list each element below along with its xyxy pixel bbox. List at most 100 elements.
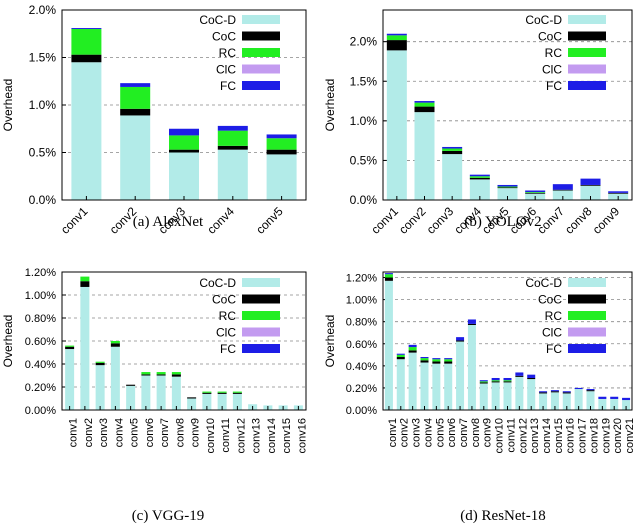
bar-fc-conv19 [598,396,607,399]
bar-coc-conv11 [503,381,512,383]
bar-fc-conv6 [525,190,546,193]
legend-label: FC [220,79,236,93]
legend-swatch-clc [242,64,280,74]
legend-swatch-coc-d [242,278,280,287]
legend: CoC-D CoC RC ClC FC [199,276,280,356]
bar-coc-d-conv16 [562,393,571,410]
chart-4: 0.00% 0.20% 0.40% 0.60% 0.80% 1.00% 1.20% Overh… [323,271,636,524]
bar-fc-conv18 [586,389,595,391]
x-tick-label: conv19 [600,418,612,453]
bar-coc-d-conv1 [71,62,102,200]
bar-coc-conv4 [420,360,429,363]
legend-swatch-clc [242,327,280,337]
bar-coc-d-conv4 [110,346,120,410]
plot-frame [61,9,307,201]
bar-fc-conv16 [562,391,571,393]
x-tick-label: conv9 [590,204,623,237]
x-tick-label: conv1 [368,204,401,237]
bar-coc-d-conv11 [217,393,227,410]
x-tick-label: conv20 [612,418,624,453]
y-tick-label: 1.00% [25,290,56,302]
legend-swatch-fc [568,81,606,90]
legend-swatch-coc [568,31,606,41]
x-tick-label: conv8 [470,418,482,447]
bar-coc-conv12 [232,392,242,394]
bar-coc-d-conv18 [586,391,595,410]
plot-frame [382,271,633,411]
bar-rc-conv4 [217,130,248,146]
bar-rc-conv10 [491,380,500,382]
bar-coc-conv3 [169,149,199,153]
bar-coc-conv9 [608,192,629,194]
x-tick-label: conv17 [577,418,589,453]
bar-coc-d-conv6 [141,375,151,410]
bar-coc-conv10 [491,381,500,383]
bar-coc-d-conv6 [444,363,453,410]
bar-coc-conv2 [396,357,405,360]
x-tick-label: conv10 [205,418,217,453]
plot-frame [382,9,633,201]
bar-coc-conv7 [552,189,573,191]
bar-fc-conv20 [610,396,619,399]
bar-coc-d-conv19 [598,398,607,410]
legend-label: CoC [538,30,562,44]
bar-rc-conv10 [202,391,212,393]
bar-coc-d-conv11 [503,382,512,410]
plot-frame [61,271,307,411]
bar-coc-d-conv2 [414,112,435,200]
bar-coc-conv3 [442,150,463,155]
bar-coc-d-conv5 [266,154,297,200]
chart-3: 0.00% 0.20% 0.40% 0.60% 0.80% 1.00% 1.20% Overh… [1,267,308,524]
y-tick-label: 1.5% [29,51,57,65]
bar-coc-d-conv1 [65,349,75,410]
bar-coc-conv4 [110,343,120,347]
bar-coc-conv1 [384,277,393,281]
legend-swatch-rc [242,48,280,57]
bar-coc-conv9 [479,382,488,384]
bar-rc-conv11 [503,380,512,382]
x-tick-label: conv2 [396,204,429,237]
bar-fc-conv2 [120,83,151,87]
legend-swatch-clc [568,64,606,74]
bar-rc-conv6 [525,192,546,193]
bar-coc-conv8 [580,184,601,186]
bar-coc-d-conv7 [456,341,465,410]
x-tick-label: conv18 [588,418,600,453]
legend-label: ClC [216,326,236,340]
bar-fc-conv21 [622,397,631,401]
x-tick-label: conv2 [83,418,95,447]
legend-label: CoC-D [199,13,236,27]
bar-coc-conv16 [562,392,571,394]
bar-coc-d-conv10 [202,393,212,410]
bar-rc-conv4 [420,358,429,361]
bar-coc-d-conv12 [515,376,524,410]
bar-coc-conv2 [120,108,151,116]
bar-coc-d-conv10 [491,382,500,410]
bar-fc-conv9 [479,380,488,382]
subfigure-caption: (c) VGG-19 [132,508,205,524]
x-tick-label: conv9 [190,418,202,447]
y-tick-label: 0.0% [29,193,57,207]
bar-coc-d-conv4 [217,149,248,200]
x-tick-label: conv7 [458,418,470,447]
bar-coc-d-conv8 [580,185,601,200]
x-tick-label: conv8 [562,204,595,237]
bar-coc-conv18 [586,390,595,392]
bar-coc-conv1 [386,40,407,51]
y-tick-label: 0.40% [346,361,377,373]
x-tick-label: conv11 [505,418,517,453]
bar-fc-conv7 [552,184,573,190]
bar-fc-conv3 [169,128,199,136]
bar-coc-d-conv8 [467,324,476,410]
y-tick-label: 0.80% [346,317,377,329]
bar-fc-conv7 [456,337,465,341]
x-tick-label: conv3 [424,204,457,237]
x-tick-label: conv5 [434,418,446,447]
bar-coc-d-conv2 [120,115,151,200]
legend-label: FC [546,342,562,356]
x-tick-label: conv4 [422,418,434,447]
legend-swatch-clc [568,327,606,337]
bar-coc-d-conv3 [169,152,199,200]
legend-swatch-coc [242,294,280,304]
